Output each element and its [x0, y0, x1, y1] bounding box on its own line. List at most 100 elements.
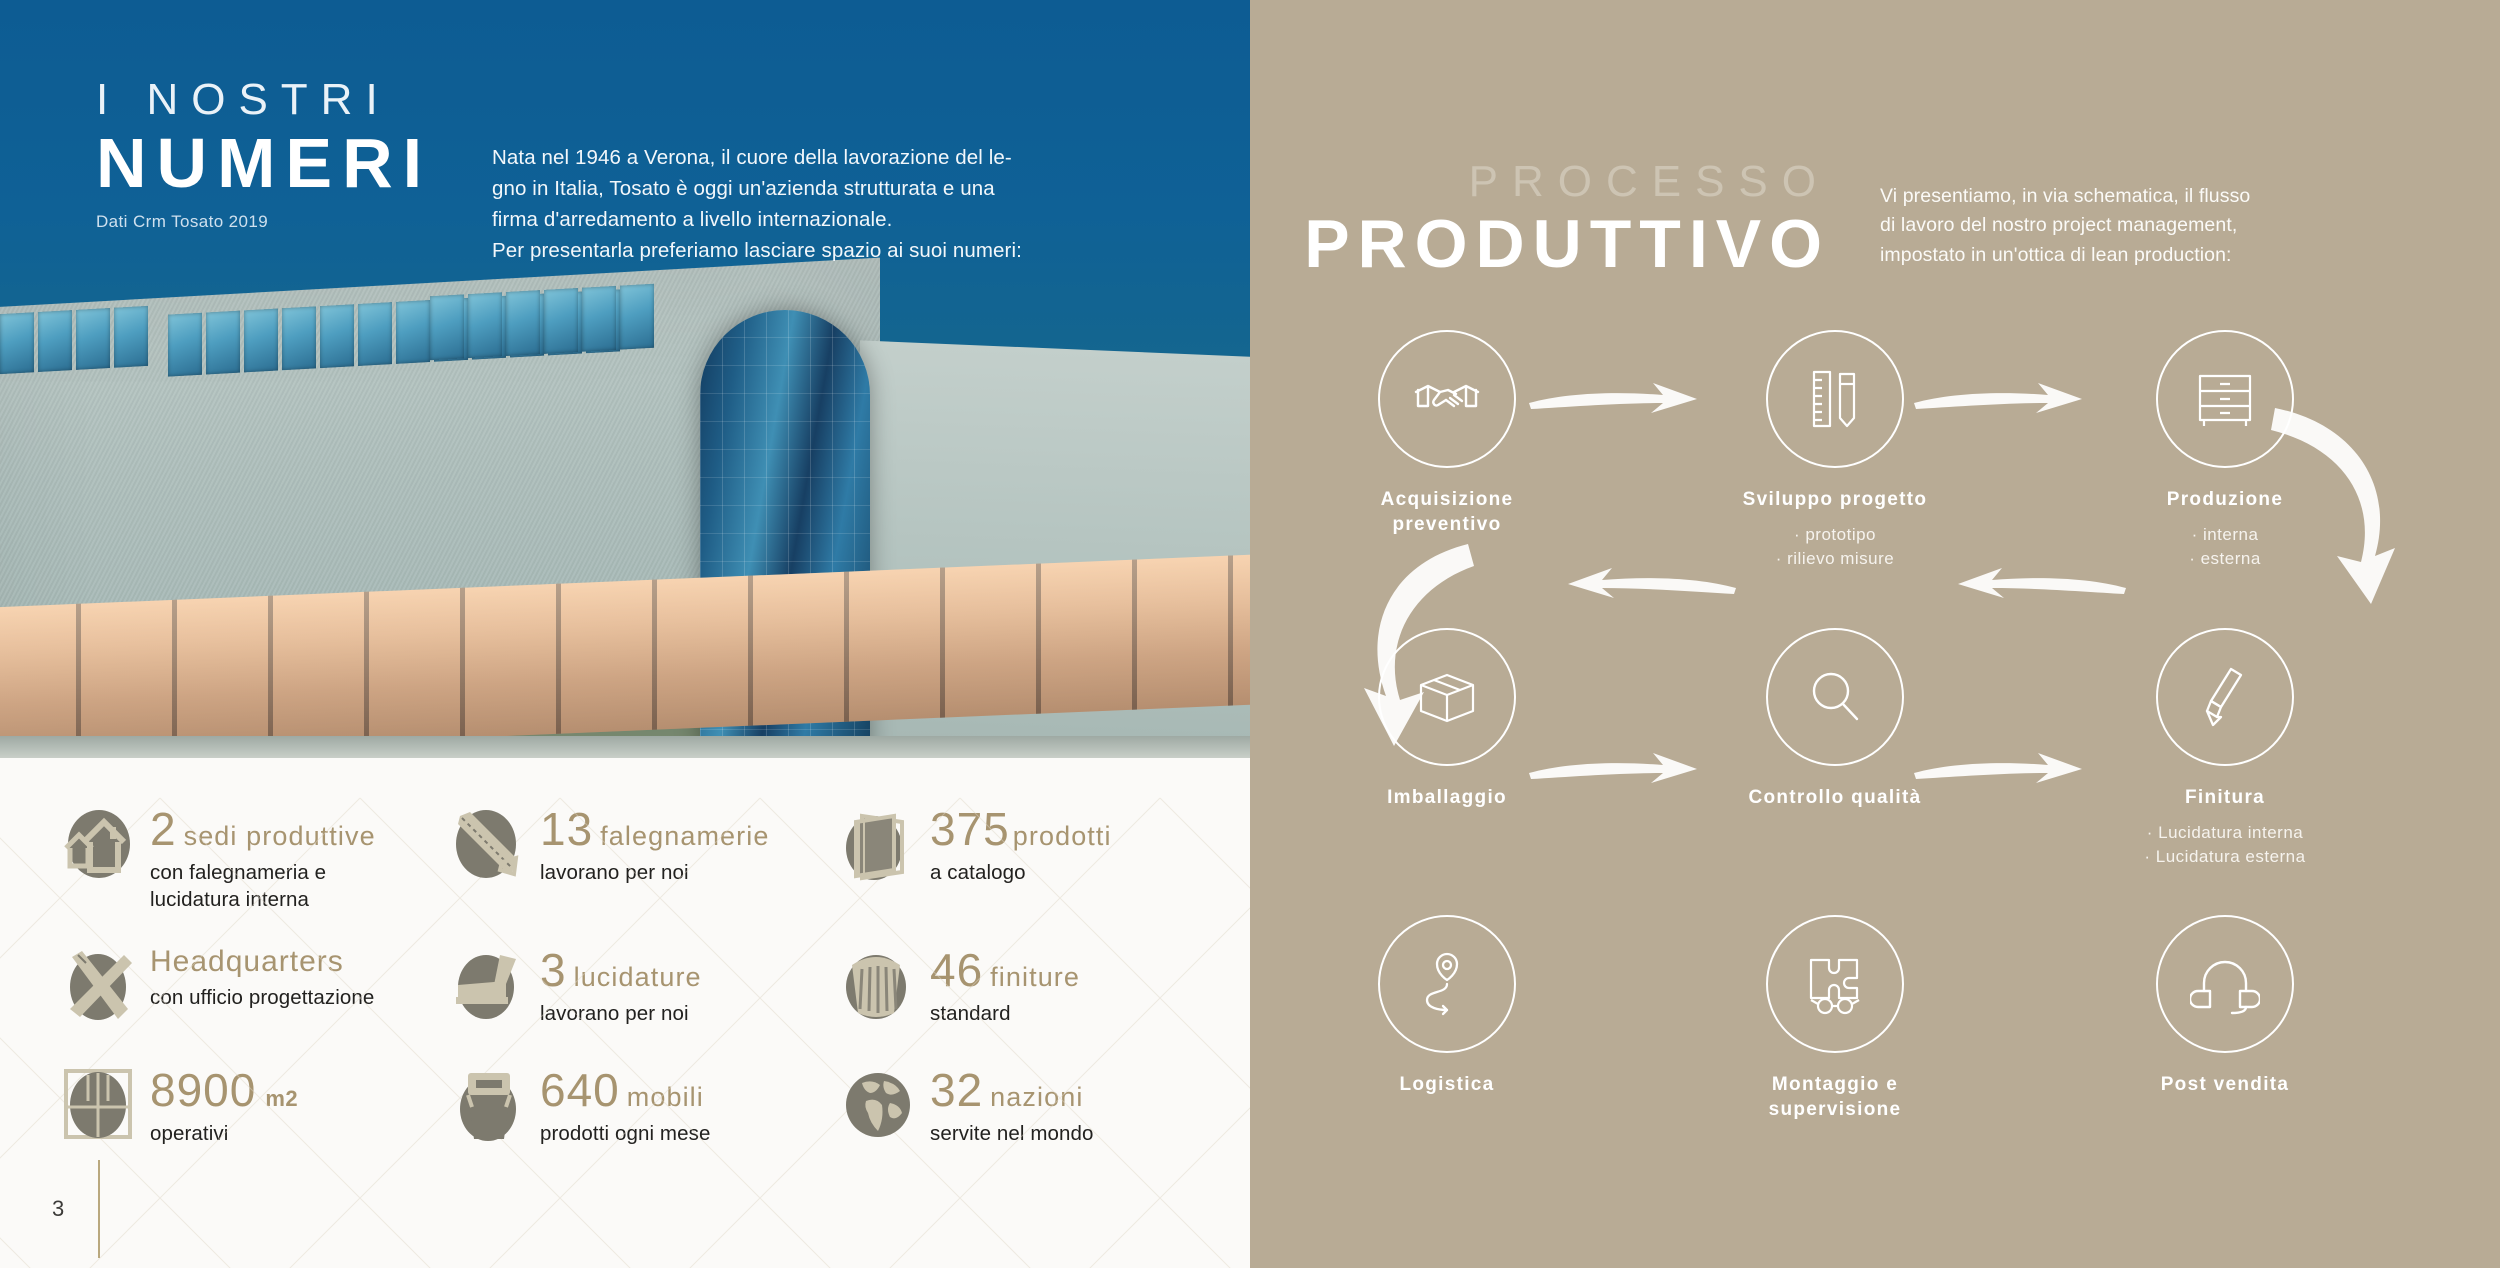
- stat-unit: sedi produttive: [183, 821, 376, 851]
- left-headline-block: I NOSTRI NUMERI Dati Crm Tosato 2019: [96, 78, 432, 232]
- stat-headline: Headquarters: [150, 947, 374, 977]
- process-circle: [2156, 330, 2294, 468]
- process-title-thin: PROCESSO: [1468, 157, 1830, 206]
- plan-icon: [52, 1061, 144, 1153]
- stat-item: 13 falegnamerie lavorano per noi: [442, 800, 832, 913]
- process-circle: [1766, 628, 1904, 766]
- intro-line: Vi presentiamo, in via schematica, il fl…: [1880, 185, 2251, 207]
- process-title: PRODUTTIVO: [1304, 206, 1830, 282]
- page-title-thin: I NOSTRI: [96, 75, 391, 124]
- hero-photo-panel: T TOSATO VERONA T TOSATO VERONA I NOSTRI…: [0, 0, 1250, 758]
- page-rule: [98, 1160, 100, 1258]
- stat-headline: 375 prodotti: [930, 806, 1112, 852]
- intro-line: Per presentarla preferiamo lasciare spaz…: [492, 239, 1022, 263]
- process-label-line: Montaggio e: [1771, 1074, 1899, 1095]
- process-node-sviluppo[interactable]: Sviluppo progetto · prototipo · rilievo …: [1710, 330, 1960, 572]
- process-bullets: · Lucidatura interna · Lucidatura estern…: [2100, 821, 2350, 870]
- window-strip-left: [0, 305, 148, 375]
- process-label-line: supervisione: [1768, 1098, 1902, 1120]
- stats-row: 8900 m2 operativi: [52, 1061, 1250, 1153]
- process-circle: [2156, 628, 2294, 766]
- stat-description: standard: [930, 1000, 1080, 1027]
- process-label: Imballaggio: [1322, 786, 1572, 811]
- process-node-acquisizione[interactable]: Acquisizione preventivo: [1322, 330, 1572, 537]
- globe-icon: [832, 1061, 924, 1153]
- stat-desc-line: operativi: [150, 1122, 229, 1146]
- books-icon: [832, 800, 924, 892]
- process-node-controllo[interactable]: Controllo qualità: [1710, 628, 1960, 811]
- stat-desc-line: lucidatura interna: [150, 888, 310, 912]
- stat-item: 32 nazioni servite nel mondo: [832, 1061, 1232, 1153]
- process-bullets: · prototipo · rilievo misure: [1710, 523, 1960, 572]
- stat-unit: Headquarters: [150, 945, 344, 979]
- statistics-section: 2 sedi produttive con falegnameria e luci…: [0, 758, 1250, 1268]
- process-label-line: preventivo: [1392, 513, 1502, 535]
- stat-text: 8900 m2 operativi: [150, 1061, 298, 1147]
- stat-desc-line: con falegnameria e: [150, 861, 327, 884]
- left-page: T TOSATO VERONA T TOSATO VERONA I NOSTRI…: [0, 0, 1250, 1268]
- process-node-postvendita[interactable]: Post vendita: [2100, 915, 2350, 1098]
- arrow-controllo-to-imballaggio: [1568, 568, 1736, 598]
- stat-desc-line: lavorano per noi: [540, 1002, 689, 1026]
- process-node-finitura[interactable]: Finitura · Lucidatura interna · Lucidatu…: [2100, 628, 2350, 870]
- dresser-icon: [2198, 374, 2252, 426]
- stat-desc-line: a catalogo: [930, 861, 1026, 884]
- process-label-line: Controllo qualità: [1748, 787, 1922, 808]
- stat-item: 2 sedi produttive con falegnameria e luci…: [52, 800, 442, 913]
- stat-description: a catalogo: [930, 859, 1112, 886]
- arrow-logistica-to-montaggio: [1529, 753, 1697, 783]
- process-circle: [2156, 915, 2294, 1053]
- stat-headline: 46 finiture: [930, 947, 1080, 993]
- process-label-line: Produzione: [2166, 489, 2284, 510]
- process-node-imballaggio[interactable]: Imballaggio: [1322, 628, 1572, 811]
- process-label-line: Sviluppo progetto: [1742, 489, 1928, 510]
- arrow-produzione-to-finitura: [2271, 408, 2395, 604]
- stat-headline: 2 sedi produttive: [150, 806, 376, 852]
- stat-number: 32: [930, 1064, 984, 1117]
- process-node-produzione[interactable]: Produzione · interna · esterna: [2100, 330, 2350, 572]
- arrow-montaggio-to-postvendita: [1914, 753, 2082, 783]
- building-photo: T TOSATO VERONA T TOSATO VERONA: [0, 248, 1250, 758]
- process-flow-diagram: Acquisizione preventivo: [1250, 330, 2500, 1210]
- handshake-icon: [1414, 384, 1480, 408]
- intro-line: Nata nel 1946 a Verona, il cuore della l…: [492, 146, 1012, 169]
- stat-description: con ufficio progettazione: [150, 984, 374, 1011]
- process-label-line: Post vendita: [2160, 1074, 2290, 1095]
- process-intro-paragraph: Vi presentiamo, in via schematica, il fl…: [1880, 182, 2400, 270]
- stat-desc-line: servite nel mondo: [930, 1122, 1094, 1146]
- stat-item: 375 prodotti a catalogo: [832, 800, 1232, 913]
- stat-number: 13: [540, 803, 594, 855]
- magnifier-icon: [1812, 672, 1859, 721]
- arrow-acquisizione-to-sviluppo: [1529, 383, 1697, 413]
- process-bullet: · Lucidatura esterna: [2144, 847, 2306, 867]
- ground-strip: [0, 736, 1250, 758]
- stat-text: 375 prodotti a catalogo: [930, 800, 1112, 886]
- stat-text: 3 lucidature lavorano per noi: [540, 941, 702, 1027]
- process-node-logistica[interactable]: Logistica: [1322, 915, 1572, 1098]
- process-bullet: · rilievo misure: [1775, 549, 1895, 569]
- process-bullet: · prototipo: [1793, 524, 1877, 544]
- stat-description: operativi: [150, 1120, 298, 1147]
- intro-line: impostato in un'ottica di lean productio…: [1880, 243, 2232, 266]
- right-page: PROCESSO PRODUTTIVO Vi presentiamo, in v…: [1250, 0, 2500, 1268]
- stat-text: 46 finiture standard: [930, 941, 1080, 1027]
- stat-description: lavorano per noi: [540, 1000, 702, 1027]
- brush-icon: [2205, 667, 2243, 727]
- right-headline-block: PROCESSO PRODUTTIVO: [1250, 157, 1830, 283]
- ruler-icon: [1812, 370, 1856, 428]
- process-label: Finitura: [2100, 786, 2350, 811]
- process-label-line: Logistica: [1399, 1074, 1495, 1095]
- page-title: NUMERI: [96, 124, 433, 202]
- stat-unit: prodotti: [1012, 821, 1112, 851]
- intro-paragraph: Nata nel 1946 a Verona, il cuore della l…: [492, 142, 1182, 267]
- process-node-montaggio[interactable]: Montaggio e supervisione: [1710, 915, 1960, 1122]
- process-label: Logistica: [1322, 1073, 1572, 1098]
- stat-number: 2: [150, 803, 177, 855]
- process-circle: [1378, 628, 1516, 766]
- stat-unit: mobili: [626, 1082, 704, 1113]
- stat-headline: 13 falegnamerie: [540, 806, 769, 852]
- process-label-line: Imballaggio: [1387, 787, 1507, 808]
- stat-number: 375: [930, 803, 1010, 855]
- process-label: Controllo qualità: [1710, 786, 1960, 811]
